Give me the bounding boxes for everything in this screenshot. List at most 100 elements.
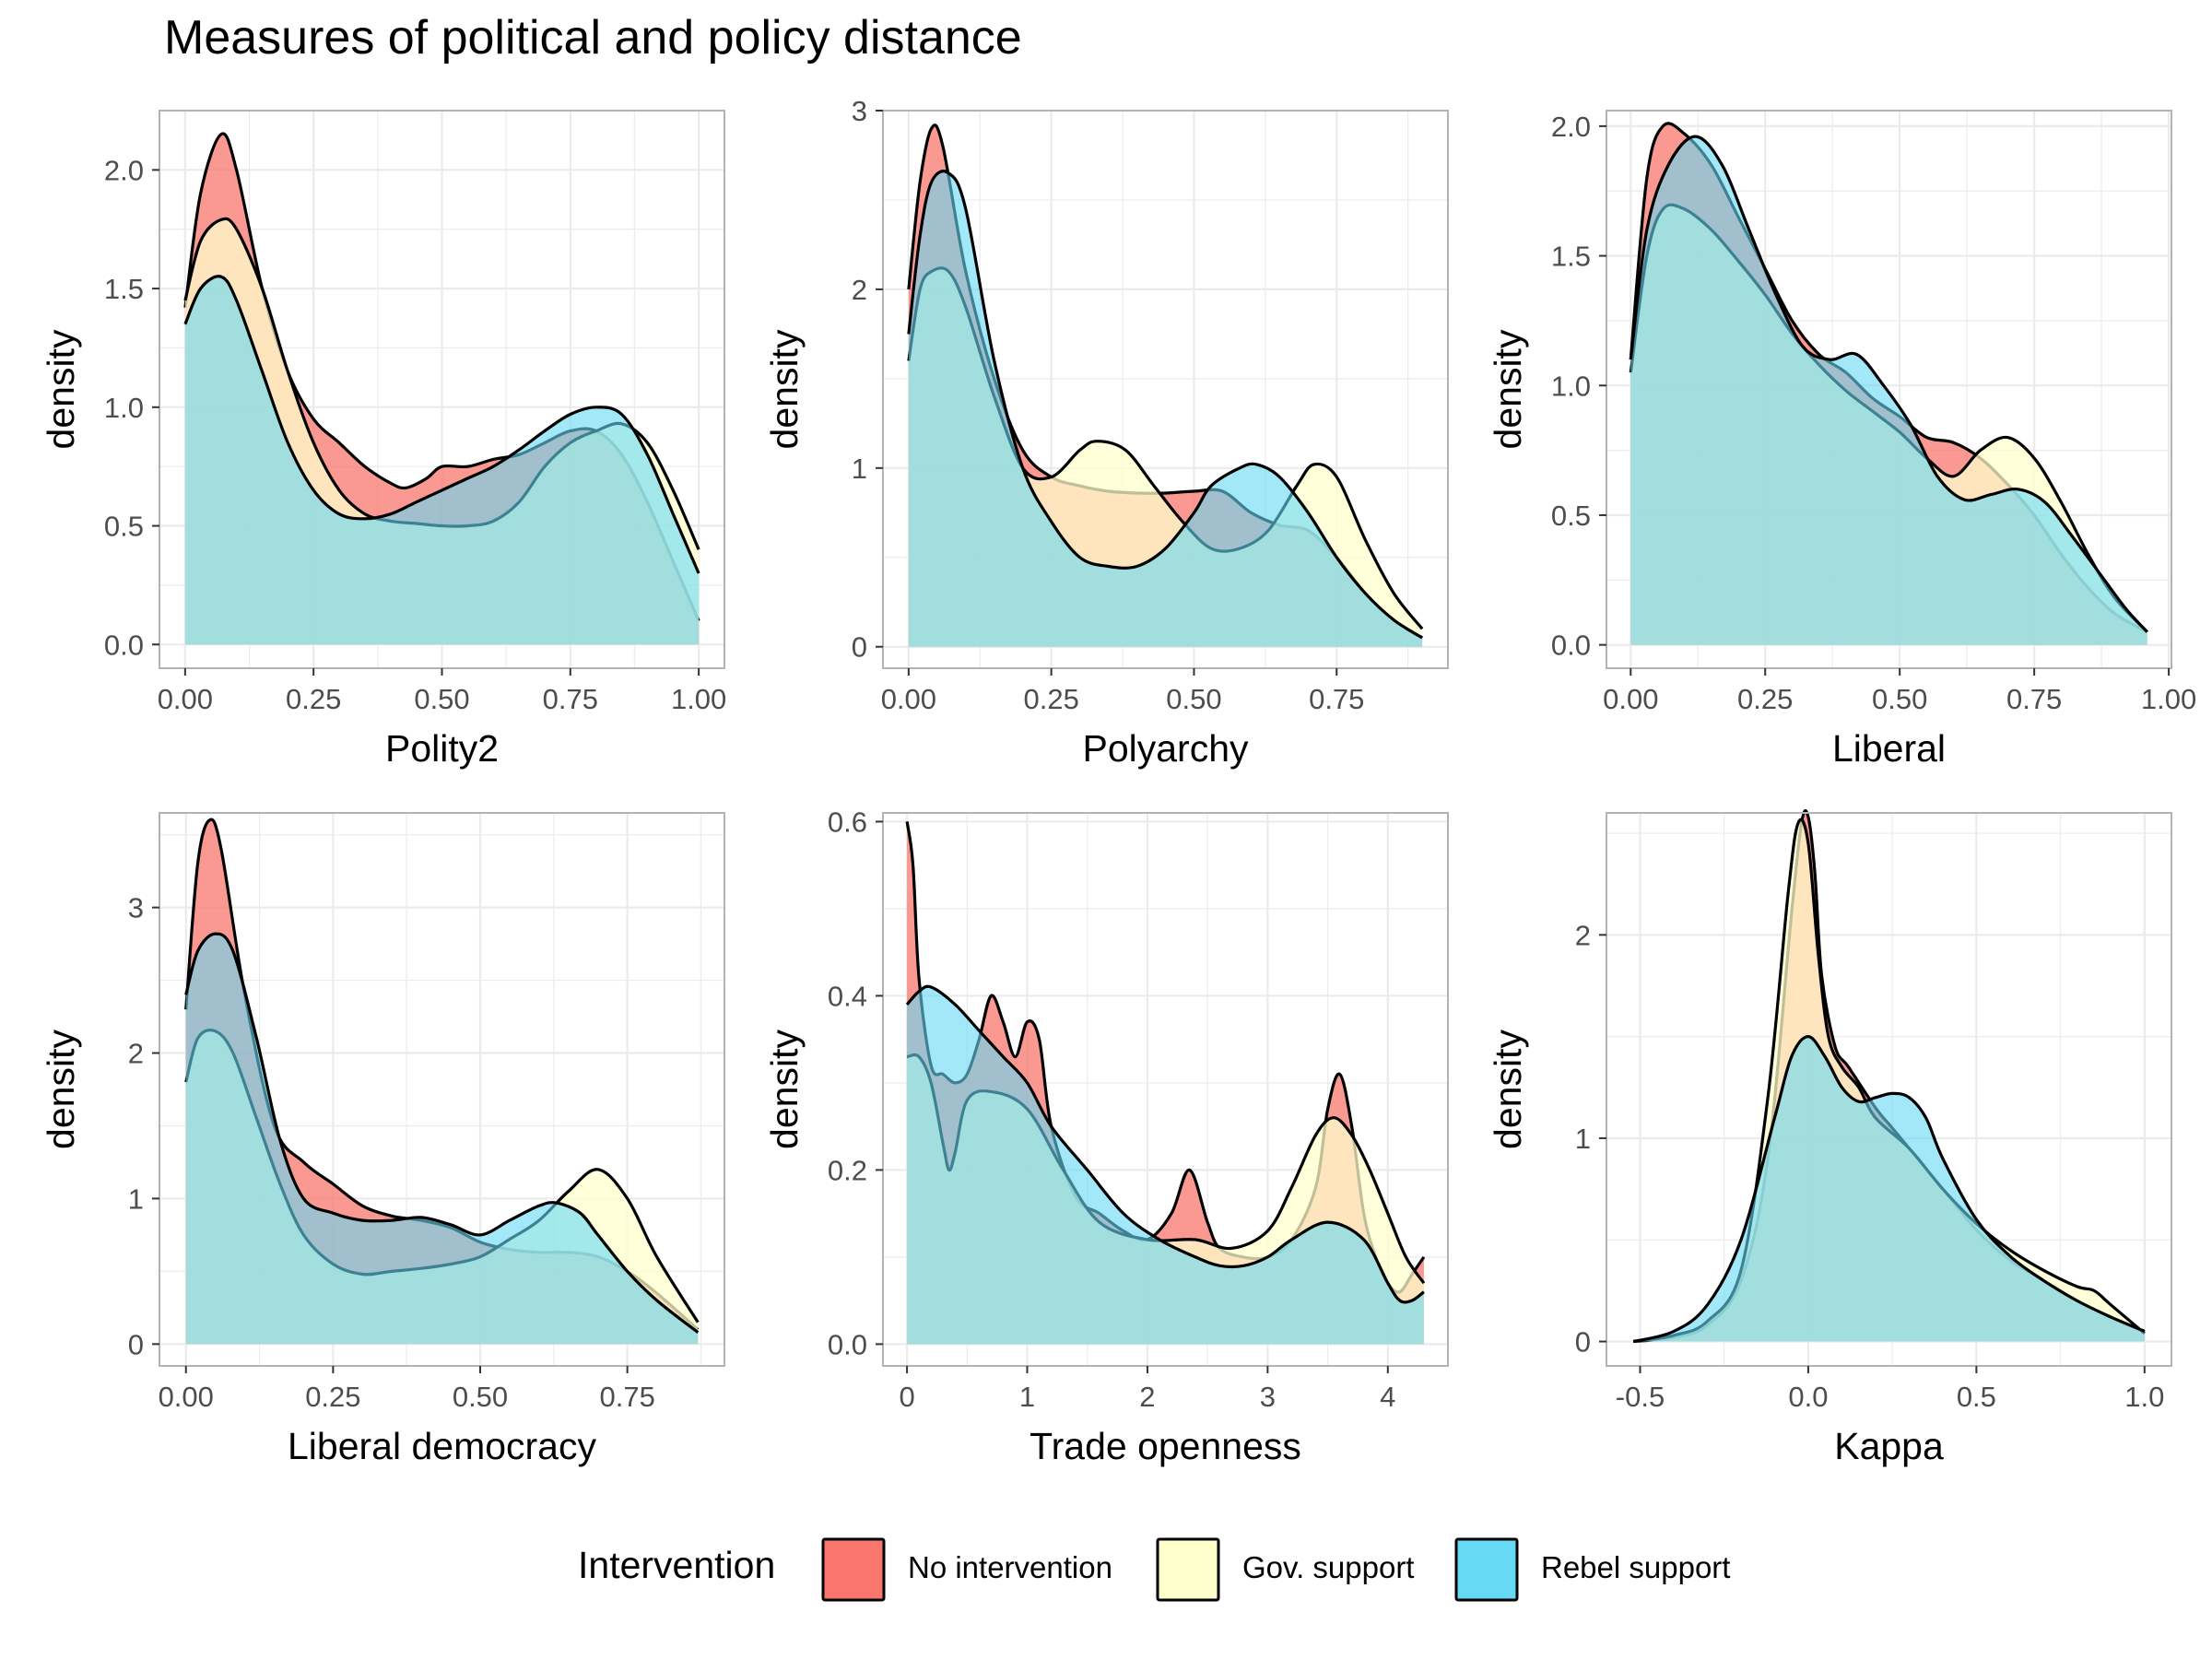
y-axis-title: density — [763, 1030, 806, 1149]
y-tick-label: 3 — [128, 892, 144, 924]
y-tick-label: 0.0 — [1551, 629, 1591, 662]
legend-item-no-intervention: No intervention — [821, 1537, 1112, 1602]
density-area-rebel-support — [184, 276, 700, 645]
y-axis-title: density — [40, 329, 82, 449]
legend-swatch-gov-support — [1156, 1537, 1220, 1602]
x-tick-label: 0.00 — [159, 1381, 214, 1413]
x-axis-title: Polyarchy — [1082, 727, 1249, 770]
x-tick-label: 0.25 — [1737, 683, 1793, 715]
x-tick-label: 0 — [899, 1381, 914, 1413]
x-tick-label: 4 — [1380, 1381, 1395, 1413]
density-line-rebel-support — [905, 984, 1425, 1304]
density-line-rebel-support — [1629, 135, 2148, 633]
x-tick-label: 0.75 — [2006, 683, 2062, 715]
x-tick-label: 0.5 — [1957, 1381, 1996, 1413]
density-area-rebel-support — [908, 171, 1423, 647]
y-tick-label: 0.0 — [828, 1328, 867, 1360]
y-axis-title: density — [1487, 1030, 1529, 1149]
y-tick-label: 0 — [1575, 1326, 1591, 1359]
y-tick-label: 1 — [1575, 1123, 1591, 1155]
y-axis-title: density — [763, 329, 806, 449]
y-tick-label: 1.0 — [1551, 370, 1591, 402]
x-tick-label: 0.00 — [1603, 683, 1658, 715]
y-tick-label: 1 — [852, 453, 867, 485]
x-axis-title: Polity2 — [385, 727, 499, 770]
x-axis-title: Liberal democracy — [288, 1425, 596, 1467]
panel-border — [1606, 812, 2172, 1367]
figure-title: Measures of political and policy distanc… — [164, 11, 1022, 65]
y-tick-label: 0 — [852, 631, 867, 664]
legend-label-gov-support: Gov. support — [1242, 1550, 1414, 1584]
panel-polyarchy: 0.00 0.25 0.50 0.75 0 1 2 3 Polyarchy density — [763, 95, 1449, 770]
panel-border — [159, 812, 725, 1367]
y-tick-label: 0 — [128, 1328, 144, 1360]
x-tick-label: -0.5 — [1616, 1381, 1665, 1413]
density-area-rebel-support — [1633, 1036, 2145, 1342]
panel-kappa: -0.5 0.0 0.5 1.0 0 1 2 Kappa density — [1487, 809, 2172, 1467]
y-tick-label: 0.5 — [1551, 500, 1591, 532]
x-tick-label: 0.0 — [1788, 1381, 1828, 1413]
x-tick-label: 3 — [1260, 1381, 1276, 1413]
x-tick-label: 1.00 — [671, 683, 726, 715]
panel-liberal-democracy: 0.00 0.25 0.50 0.75 0 1 2 3 Liberal democracy den… — [40, 812, 725, 1467]
x-tick-label: 0.50 — [453, 1381, 508, 1413]
x-tick-label: 0.25 — [286, 683, 341, 715]
x-tick-label: 0.25 — [1023, 683, 1078, 715]
legend-label-no-intervention: No intervention — [908, 1550, 1112, 1584]
x-tick-label: 1.0 — [2124, 1381, 2164, 1413]
legend-swatch-rebel-support — [1454, 1537, 1519, 1602]
legend-item-gov-support: Gov. support — [1156, 1537, 1414, 1602]
y-tick-label: 1.5 — [104, 273, 144, 305]
x-tick-label: 0.75 — [543, 683, 598, 715]
panel-liberal: 0.00 0.25 0.50 0.75 1.00 0.0 0.5 1.0 1.5 2.0 Liber… — [1487, 110, 2196, 770]
y-tick-label: 2 — [128, 1038, 144, 1070]
x-tick-label: 2 — [1139, 1381, 1155, 1413]
x-tick-label: 0.75 — [1309, 683, 1364, 715]
density-line-rebel-support — [1632, 1035, 2146, 1344]
legend-item-rebel-support: Rebel support — [1454, 1537, 1730, 1602]
density-line-rebel-support — [183, 275, 700, 574]
panel-border — [1606, 110, 2172, 669]
x-axis-title: Kappa — [1834, 1425, 1944, 1467]
density-area-rebel-support — [907, 986, 1424, 1345]
panels: 0.00 0.25 0.50 0.75 1.000.00.51.01.52.0Polit… — [40, 95, 2196, 1467]
density-area-rebel-support — [1630, 136, 2147, 645]
y-tick-label: 0.4 — [828, 980, 867, 1012]
y-tick-label: 0.0 — [104, 629, 144, 661]
x-tick-label: 1 — [1019, 1381, 1035, 1413]
y-tick-label: 2.0 — [1551, 111, 1591, 143]
panel-border — [882, 110, 1449, 669]
y-tick-label: 1.0 — [104, 392, 144, 424]
y-tick-label: 2 — [852, 274, 867, 306]
y-axis-title: density — [40, 1030, 82, 1149]
y-tick-label: 1 — [128, 1182, 144, 1215]
density-line-rebel-support — [907, 170, 1423, 640]
y-tick-label: 0.5 — [104, 511, 144, 543]
panel-border — [882, 812, 1449, 1367]
panel-trade-openness: 0 1 2 3 4 0.0 0.2 0.4 0.6 Trade openness density — [763, 806, 1449, 1467]
density-area-rebel-support — [185, 934, 699, 1345]
x-tick-label: 0.50 — [414, 683, 469, 715]
x-tick-label: 0.00 — [881, 683, 936, 715]
legend: Intervention No intervention Gov. suppor… — [578, 1537, 1730, 1602]
y-tick-label: 2 — [1575, 919, 1591, 951]
panel-polity2: 0.00 0.25 0.50 0.75 1.00 0.0 0.5 1.0 1.5 2.0 Polit… — [40, 110, 726, 770]
y-tick-label: 1.5 — [1551, 241, 1591, 273]
y-tick-label: 0.2 — [828, 1154, 867, 1186]
x-tick-label: 0.00 — [158, 683, 213, 715]
y-axis-title: density — [1487, 329, 1529, 449]
legend-swatch-no-intervention — [821, 1537, 886, 1602]
y-tick-label: 3 — [852, 95, 867, 127]
legend-title: Intervention — [578, 1544, 775, 1586]
x-tick-label: 1.00 — [2141, 683, 2196, 715]
density-line-rebel-support — [184, 932, 700, 1334]
x-tick-label: 0.25 — [305, 1381, 360, 1413]
y-tick-label: 2.0 — [104, 154, 144, 186]
x-tick-label: 0.50 — [1166, 683, 1221, 715]
x-axis-title: Liberal — [1832, 727, 1946, 770]
legend-label-rebel-support: Rebel support — [1541, 1550, 1730, 1584]
y-tick-label: 0.6 — [828, 806, 867, 838]
x-tick-label: 0.50 — [1872, 683, 1927, 715]
x-axis-title: Trade openness — [1030, 1425, 1301, 1467]
